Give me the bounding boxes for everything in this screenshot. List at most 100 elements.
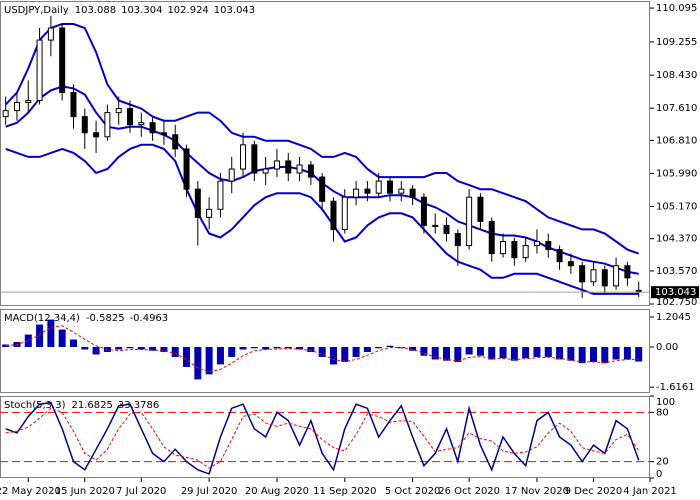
macd-bar bbox=[171, 347, 179, 357]
macd-bar bbox=[115, 347, 123, 350]
candle-body bbox=[273, 160, 280, 170]
macd-bar bbox=[375, 347, 383, 349]
x-tick-label: 7 Jul 2020 bbox=[116, 486, 166, 497]
macd-bar bbox=[635, 347, 643, 362]
y-tick-label: 20 bbox=[656, 457, 669, 468]
y-tick-label: 100 bbox=[656, 397, 675, 408]
y-tick-label: 0 bbox=[656, 469, 662, 480]
macd-bar bbox=[262, 347, 270, 350]
candle-body bbox=[579, 265, 586, 283]
header-value: -0.4963 bbox=[130, 313, 169, 324]
y-tick-label: 102.750 bbox=[656, 297, 697, 308]
candle-body bbox=[364, 188, 371, 194]
macd-bar bbox=[239, 347, 247, 350]
x-tick-label: 4 Jan 2021 bbox=[623, 486, 677, 497]
macd-bar bbox=[228, 347, 236, 357]
line-series bbox=[5, 325, 639, 373]
candle-body bbox=[296, 164, 303, 174]
macd-bar bbox=[544, 347, 552, 357]
macd-bar bbox=[47, 319, 55, 348]
y-tick-label: 109.255 bbox=[656, 37, 697, 48]
candle-body bbox=[398, 188, 405, 194]
y-tick-label: 108.430 bbox=[656, 70, 697, 81]
macd-bar bbox=[69, 339, 77, 348]
x-tick-label: 17 Nov 2020 bbox=[505, 486, 569, 497]
macd-bar bbox=[420, 347, 428, 356]
panel-title: USDJPY,Daily bbox=[4, 5, 69, 16]
macd-bar bbox=[623, 347, 631, 360]
candle-body bbox=[206, 208, 213, 218]
macd-bar bbox=[465, 347, 473, 355]
candle-body bbox=[36, 39, 43, 102]
macd-bar bbox=[601, 347, 609, 364]
macd-bar bbox=[556, 347, 564, 360]
candle-body bbox=[624, 265, 631, 279]
candle-body bbox=[115, 108, 122, 114]
price-tag-label: 103.043 bbox=[655, 287, 696, 298]
macd-bar bbox=[24, 334, 32, 348]
candle-body bbox=[387, 180, 393, 194]
macd-bar bbox=[183, 347, 191, 367]
line-series bbox=[4, 23, 640, 255]
x-tick-label: 5 Oct 2020 bbox=[385, 486, 440, 497]
panel-title: Stoch(5,3,3) bbox=[4, 400, 66, 411]
panel-frame bbox=[0, 309, 650, 393]
candle-body bbox=[172, 134, 179, 150]
panel-frame bbox=[0, 396, 650, 478]
x-tick-label: 26 Oct 2020 bbox=[438, 486, 500, 497]
price-tag bbox=[651, 286, 699, 299]
candle-body bbox=[307, 164, 314, 178]
y-tick-label: 103.570 bbox=[656, 266, 697, 277]
macd-bar bbox=[194, 347, 202, 380]
candle-body bbox=[319, 176, 326, 202]
candle-body bbox=[488, 220, 495, 255]
candle-body bbox=[454, 232, 461, 247]
candle-body bbox=[477, 196, 484, 222]
candle-body bbox=[375, 180, 382, 194]
header-value: -0.5825 bbox=[86, 313, 125, 324]
y-tick-label: 104.370 bbox=[656, 234, 697, 245]
candle-body bbox=[466, 196, 473, 247]
macd-bar bbox=[81, 347, 89, 350]
y-tick-label: -1.6161 bbox=[656, 382, 695, 393]
macd-bar bbox=[476, 347, 484, 356]
macd-bar bbox=[329, 347, 337, 365]
macd-bar bbox=[499, 347, 507, 359]
candle-body bbox=[556, 249, 563, 263]
header-value: 103.304 bbox=[121, 5, 162, 16]
macd-bar bbox=[126, 347, 134, 349]
macd-bar bbox=[567, 347, 575, 361]
candle-body bbox=[251, 144, 258, 174]
candle-body bbox=[353, 188, 360, 198]
candle-body bbox=[330, 200, 337, 230]
y-tick-label: 107.610 bbox=[656, 103, 697, 114]
x-tick-label: 20 Aug 2020 bbox=[245, 486, 309, 497]
candle-body bbox=[127, 108, 133, 126]
header-value: 103.043 bbox=[214, 5, 255, 16]
macd-bar bbox=[284, 347, 292, 349]
candle-body bbox=[613, 265, 620, 287]
line-series bbox=[5, 401, 640, 475]
macd-bar bbox=[533, 347, 541, 357]
y-tick-label: 105.990 bbox=[656, 168, 697, 179]
y-tick-label: 105.170 bbox=[656, 201, 697, 212]
candle-body bbox=[409, 188, 416, 198]
macd-bar bbox=[216, 347, 224, 365]
candle-body bbox=[160, 132, 167, 136]
candle-body bbox=[533, 241, 540, 247]
candle-body bbox=[228, 168, 235, 182]
macd-bar bbox=[341, 347, 349, 362]
candle-body bbox=[522, 245, 529, 259]
candle-body bbox=[511, 241, 518, 259]
line-series bbox=[5, 407, 640, 469]
macd-bar bbox=[36, 324, 44, 348]
candle-body bbox=[149, 122, 156, 134]
candle-body bbox=[13, 102, 20, 112]
macd-bar bbox=[273, 347, 281, 349]
candle-body bbox=[500, 241, 507, 255]
candle-body bbox=[59, 27, 66, 93]
candle-body bbox=[93, 132, 100, 138]
macd-bar bbox=[296, 347, 304, 350]
panel-title: MACD(12,34,4) bbox=[4, 313, 80, 324]
